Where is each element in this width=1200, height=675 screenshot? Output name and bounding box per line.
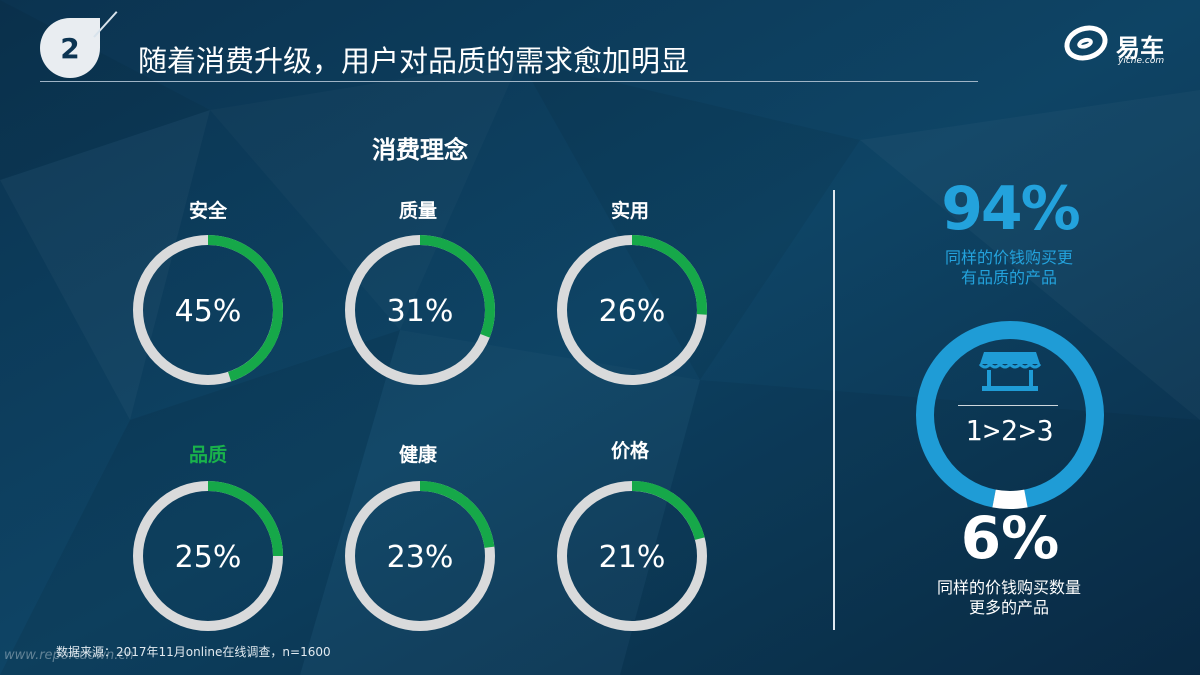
major-description: 同样的价钱购买更 有品质的产品 bbox=[920, 248, 1098, 288]
storefront-icon bbox=[978, 352, 1042, 391]
section-number-badge: 2 bbox=[40, 18, 100, 78]
yiche-logo: 易车 yiche.com bbox=[1058, 20, 1188, 72]
logo-sub: yiche.com bbox=[1118, 56, 1165, 66]
donut-value-arc bbox=[557, 235, 707, 385]
category-label: 价格 bbox=[610, 440, 649, 462]
category-label-highlight: 品质 bbox=[188, 444, 227, 466]
category-label: 实用 bbox=[610, 200, 649, 222]
minor-description: 同样的价钱购买数量 更多的产品 bbox=[920, 578, 1098, 618]
minor-description-line: 同样的价钱购买数量 bbox=[936, 578, 1081, 597]
major-percentage: 94% bbox=[941, 174, 1081, 244]
donut-value-arc bbox=[557, 481, 707, 631]
donut-value-arc bbox=[345, 481, 495, 631]
ratio-text: 1>2>3 bbox=[965, 414, 1055, 447]
logo-name: 易车 bbox=[1116, 34, 1164, 62]
category-label: 质量 bbox=[398, 200, 437, 222]
donut-value-arc bbox=[133, 481, 283, 631]
minor-percentage: 6% bbox=[960, 504, 1060, 572]
donut-value-arc bbox=[133, 235, 283, 385]
header-divider bbox=[40, 81, 978, 82]
preference-donut bbox=[916, 321, 1104, 509]
category-label: 健康 bbox=[398, 444, 437, 466]
donut-value-label: 26% bbox=[599, 294, 666, 329]
major-description-line: 同样的价钱购买更 bbox=[944, 248, 1073, 267]
major-description-line: 有品质的产品 bbox=[960, 268, 1057, 287]
ratio-divider bbox=[958, 405, 1058, 406]
donut-value-label: 25% bbox=[175, 540, 242, 575]
watermark: www.reportdown.cn bbox=[4, 648, 134, 663]
donut-value-label: 23% bbox=[387, 540, 454, 575]
donut-value-label: 31% bbox=[387, 294, 454, 329]
minor-description-line: 更多的产品 bbox=[968, 598, 1049, 617]
donut-value-arc bbox=[345, 235, 495, 385]
category-label: 安全 bbox=[188, 200, 227, 222]
vertical-divider bbox=[833, 190, 835, 630]
page-title: 随着消费升级，用户对品质的需求愈加明显 bbox=[138, 44, 690, 78]
data-source-note: 数据来源：2017年11月online在线调查，n=1600 bbox=[56, 645, 331, 659]
donut-value-label: 45% bbox=[175, 294, 242, 329]
donut-value-label: 21% bbox=[599, 540, 666, 575]
chart-title: 消费理念 bbox=[372, 136, 468, 164]
minor-share-arc bbox=[916, 321, 1104, 509]
